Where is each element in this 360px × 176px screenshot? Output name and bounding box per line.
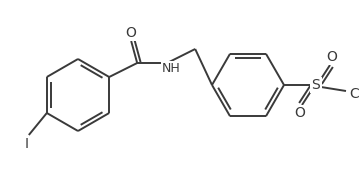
Text: S: S [312, 78, 320, 92]
Text: O: O [126, 26, 136, 40]
Text: I: I [25, 137, 29, 151]
Text: NH: NH [162, 61, 181, 74]
Text: O: O [327, 50, 337, 64]
Text: Cl: Cl [349, 87, 360, 101]
Text: O: O [294, 106, 305, 120]
